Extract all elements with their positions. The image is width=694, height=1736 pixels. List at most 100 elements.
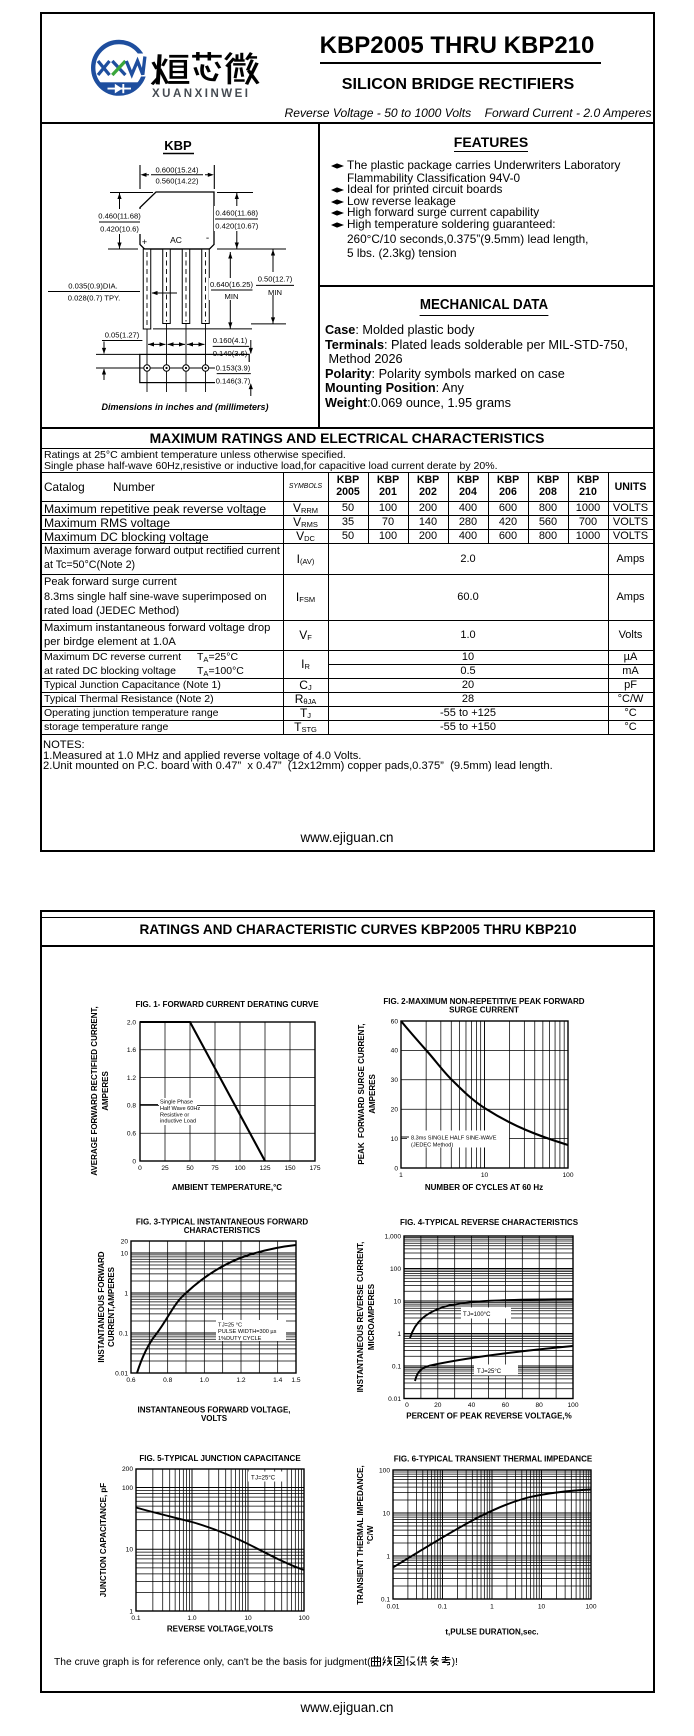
svg-text:FIG. 2-MAXIMUM NON-REPETITIVE: FIG. 2-MAXIMUM NON-REPETITIVE PEAK FORWA… xyxy=(383,997,584,1006)
svg-text:0: 0 xyxy=(138,1165,142,1172)
svg-text:0.1: 0.1 xyxy=(131,1615,140,1622)
svg-text:2.0: 2.0 xyxy=(127,1019,136,1026)
svg-text:10: 10 xyxy=(383,1510,391,1517)
svg-text:VOLTS: VOLTS xyxy=(201,1414,228,1423)
svg-text:1: 1 xyxy=(386,1553,390,1560)
svg-text:1%DUTY CYCLE: 1%DUTY CYCLE xyxy=(218,1336,262,1342)
svg-text:75: 75 xyxy=(211,1165,219,1172)
svg-text:1.6: 1.6 xyxy=(127,1047,136,1054)
svg-text:0.1: 0.1 xyxy=(438,1604,447,1611)
svg-text:0.01: 0.01 xyxy=(388,1396,401,1403)
svg-text:AMBIENT TEMPERATURE,°C: AMBIENT TEMPERATURE,°C xyxy=(172,1183,282,1192)
svg-text:40: 40 xyxy=(468,1402,476,1409)
svg-text:30: 30 xyxy=(391,1077,399,1084)
svg-text:100: 100 xyxy=(585,1604,596,1611)
svg-text:100: 100 xyxy=(234,1165,245,1172)
svg-text:0.01: 0.01 xyxy=(115,1370,128,1377)
svg-text:T J=100°C: T J=100°C xyxy=(463,1312,491,1318)
svg-text:0.160(4.1): 0.160(4.1) xyxy=(213,336,248,345)
svg-text:1: 1 xyxy=(399,1172,403,1179)
svg-text:100: 100 xyxy=(567,1402,578,1409)
svg-text:100: 100 xyxy=(298,1615,309,1622)
svg-text:10: 10 xyxy=(538,1604,546,1611)
svg-text:1: 1 xyxy=(129,1608,133,1615)
svg-text:100: 100 xyxy=(379,1467,390,1474)
svg-text:20: 20 xyxy=(434,1402,442,1409)
svg-text:20: 20 xyxy=(121,1238,129,1245)
svg-text:MIN: MIN xyxy=(268,288,282,297)
svg-text:175: 175 xyxy=(309,1165,320,1172)
svg-text:0.8: 0.8 xyxy=(163,1377,172,1384)
svg-text:1: 1 xyxy=(397,1331,401,1338)
svg-text:10: 10 xyxy=(391,1136,399,1143)
svg-text:T J=25 °C: T J=25 °C xyxy=(218,1323,242,1329)
svg-text:10: 10 xyxy=(121,1250,129,1257)
svg-text:PULSE WIDTH=300 µs: PULSE WIDTH=300 µs xyxy=(218,1329,277,1335)
svg-text:FIG. 6-TYPICAL TRANSIENT THERM: FIG. 6-TYPICAL TRANSIENT THERMAL IMPEDAN… xyxy=(394,1455,593,1464)
svg-text:125: 125 xyxy=(259,1165,270,1172)
svg-text:0.6: 0.6 xyxy=(127,1131,136,1138)
svg-text:0.460(11.68): 0.460(11.68) xyxy=(216,209,259,218)
svg-text:60: 60 xyxy=(391,1018,399,1025)
svg-text:0.1: 0.1 xyxy=(392,1363,401,1370)
svg-text:0.50(12.7): 0.50(12.7) xyxy=(258,275,293,284)
svg-text:0.560(14.22): 0.560(14.22) xyxy=(155,177,199,186)
svg-text:100: 100 xyxy=(390,1266,401,1273)
svg-text:SURGE CURRENT: SURGE CURRENT xyxy=(449,1006,519,1015)
svg-text:0.640(16.25): 0.640(16.25) xyxy=(210,280,254,289)
svg-text:0: 0 xyxy=(132,1158,136,1165)
svg-text:20: 20 xyxy=(391,1107,399,1114)
svg-text:INSTANTANEOUS FORWARD VOLTAGE,: INSTANTANEOUS FORWARD VOLTAGE, xyxy=(137,1406,290,1415)
svg-text:0.153(3.9): 0.153(3.9) xyxy=(216,364,251,373)
svg-text:1.2: 1.2 xyxy=(127,1075,136,1082)
svg-text:FIG. 5-TYPICAL JUNCTION CAPACI: FIG. 5-TYPICAL JUNCTION CAPACITANCE xyxy=(139,1454,301,1463)
svg-text:10: 10 xyxy=(481,1172,489,1179)
svg-text:1.0: 1.0 xyxy=(200,1377,209,1384)
svg-text:10: 10 xyxy=(244,1615,252,1622)
svg-text:MIN: MIN xyxy=(225,292,239,301)
svg-text:MICROAMPERES: MICROAMPERES xyxy=(367,1283,376,1350)
svg-text:Half Wave 60Hz: Half Wave 60Hz xyxy=(160,1106,200,1112)
svg-text:CHARACTERISTICS: CHARACTERISTICS xyxy=(184,1226,261,1235)
svg-text:0.01: 0.01 xyxy=(387,1604,400,1611)
svg-text:Dimensions in inches and (mill: Dimensions in inches and (millimeters) xyxy=(101,402,268,412)
svg-text:1: 1 xyxy=(490,1604,494,1611)
svg-text:T J=25°C: T J=25°C xyxy=(251,1476,276,1482)
svg-text:1,000: 1,000 xyxy=(384,1233,401,1240)
svg-text:10: 10 xyxy=(126,1547,134,1554)
svg-text:150: 150 xyxy=(284,1165,295,1172)
svg-text:40: 40 xyxy=(391,1048,399,1055)
svg-text:INSTANTANEOUS FORWARD: INSTANTANEOUS FORWARD xyxy=(97,1251,106,1362)
svg-text:60: 60 xyxy=(502,1402,510,1409)
svg-text:TRANSIENT THERMAL IMPEDANCE,: TRANSIENT THERMAL IMPEDANCE, xyxy=(356,1465,365,1604)
svg-text:8.3ms SINGLE HALF SINE-WAVE: 8.3ms SINGLE HALF SINE-WAVE xyxy=(411,1136,497,1142)
svg-text:INSTANTANEOUS REVERSE CURRENT,: INSTANTANEOUS REVERSE CURRENT, xyxy=(356,1242,365,1393)
svg-text:FIG. 4-TYPICAL REVERSE CHARACT: FIG. 4-TYPICAL REVERSE CHARACTERISTICS xyxy=(400,1218,579,1227)
svg-text:0.6: 0.6 xyxy=(126,1377,135,1384)
svg-text:NUMBER OF CYCLES AT 60 Hz: NUMBER OF CYCLES AT 60 Hz xyxy=(425,1183,543,1192)
svg-text:-: - xyxy=(206,233,209,244)
svg-text:t,PULSE DURATION,sec.: t,PULSE DURATION,sec. xyxy=(445,1628,538,1637)
svg-text:0.146(3.7): 0.146(3.7) xyxy=(216,377,251,386)
svg-text:80: 80 xyxy=(536,1402,544,1409)
svg-text:+: + xyxy=(142,237,147,247)
svg-text:50: 50 xyxy=(186,1165,194,1172)
svg-text:0.140(3.6): 0.140(3.6) xyxy=(213,349,248,358)
svg-text:0.460(11.68): 0.460(11.68) xyxy=(98,212,141,221)
svg-text:Resistive or: Resistive or xyxy=(160,1112,189,1118)
svg-text:PEAK FORWARD SURGE CURRENT,: PEAK FORWARD SURGE CURRENT, xyxy=(357,1023,366,1164)
svg-text:200: 200 xyxy=(122,1466,133,1473)
svg-text:0.420(10.67): 0.420(10.67) xyxy=(215,222,259,231)
svg-text:0.600(15.24): 0.600(15.24) xyxy=(155,166,199,175)
svg-text:inductive Load: inductive Load xyxy=(160,1119,196,1125)
svg-text:1.2: 1.2 xyxy=(236,1377,245,1384)
svg-text:CURRENT,AMPERES: CURRENT,AMPERES xyxy=(107,1266,116,1347)
svg-text:REVERSE VOLTAGE,VOLTS: REVERSE VOLTAGE,VOLTS xyxy=(167,1625,274,1634)
svg-text:(JEDEC Method): (JEDEC Method) xyxy=(411,1143,453,1149)
svg-text:KBP: KBP xyxy=(164,138,192,153)
svg-text:AVERAGE FORWARD RECTIFIED CURR: AVERAGE FORWARD RECTIFIED CURRENT, xyxy=(90,1006,99,1176)
svg-text:1.5: 1.5 xyxy=(291,1377,300,1384)
svg-text:FIG. 1- FORWARD CURRENT DERATI: FIG. 1- FORWARD CURRENT DERATING CURVE xyxy=(135,1000,319,1009)
svg-text:0.420(10.6): 0.420(10.6) xyxy=(100,225,139,234)
svg-text:0.028(0.7) TPY.: 0.028(0.7) TPY. xyxy=(68,294,121,303)
